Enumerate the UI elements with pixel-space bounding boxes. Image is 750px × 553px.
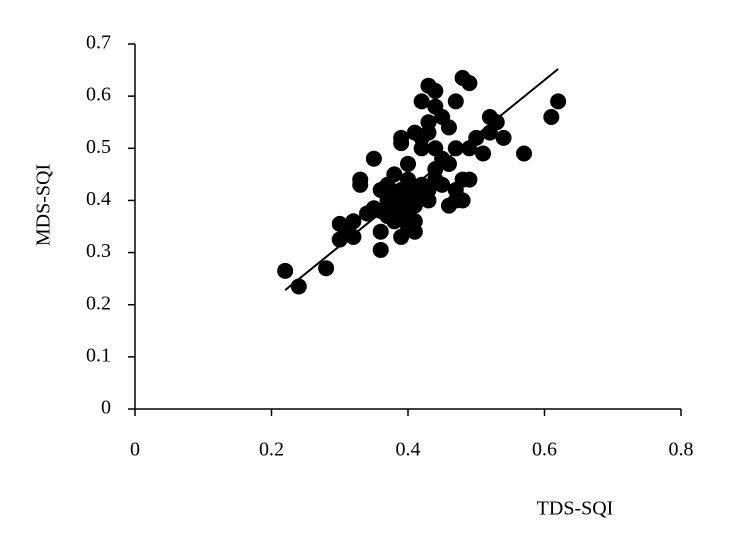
scatter-point xyxy=(461,171,478,188)
x-tick-label: 0.8 xyxy=(669,439,694,461)
scatter-point xyxy=(427,82,444,99)
scatter-point xyxy=(447,140,464,157)
x-tick-label: 0.6 xyxy=(532,439,557,461)
scatter-point xyxy=(543,109,560,125)
scatter-point xyxy=(400,155,416,172)
scatter-point xyxy=(516,145,533,162)
scatter-point xyxy=(372,223,389,240)
scatter-point xyxy=(318,260,335,277)
scatter-point xyxy=(488,114,505,131)
scatter-point xyxy=(365,150,382,167)
scatter-point xyxy=(550,93,567,110)
y-tick-label: 0.4 xyxy=(86,188,111,210)
scatter-point xyxy=(440,119,457,136)
scatter-point xyxy=(345,228,362,245)
scatter-point xyxy=(495,129,512,146)
scatter-point xyxy=(454,192,471,209)
scatter-point xyxy=(420,192,437,209)
y-tick-label: 0.7 xyxy=(86,32,111,54)
scatter-point xyxy=(406,213,423,230)
x-tick-label: 0.2 xyxy=(259,439,284,461)
y-tick-label: 0.2 xyxy=(86,292,111,314)
x-tick-label: 0.4 xyxy=(396,439,421,461)
scatter-point xyxy=(372,241,389,258)
y-axis-title: MDS-SQI xyxy=(33,164,55,246)
scatter-point xyxy=(447,93,464,110)
scatter-point xyxy=(393,135,410,152)
scatter-point xyxy=(475,145,492,162)
y-tick-label: 0 xyxy=(101,397,111,419)
trend-line xyxy=(284,68,559,291)
x-axis-title: TDS-SQI xyxy=(537,498,614,520)
scatter-point xyxy=(434,176,451,193)
scatter-point xyxy=(413,93,430,110)
scatter-point xyxy=(420,124,437,141)
scatter-point xyxy=(345,213,362,230)
scatter-point xyxy=(277,262,294,279)
y-tick-label: 0.5 xyxy=(86,136,111,158)
scatter-point xyxy=(290,278,307,295)
y-tick-label: 0.1 xyxy=(86,344,111,366)
y-tick-label: 0.6 xyxy=(86,84,111,106)
x-tick-label: 0 xyxy=(130,439,140,461)
scatter-point xyxy=(413,140,430,157)
scatter-point xyxy=(461,75,478,92)
y-tick-label: 0.3 xyxy=(86,240,111,262)
scatter-point xyxy=(468,129,485,146)
scatter-point xyxy=(352,176,369,193)
scatter-point xyxy=(386,166,403,183)
